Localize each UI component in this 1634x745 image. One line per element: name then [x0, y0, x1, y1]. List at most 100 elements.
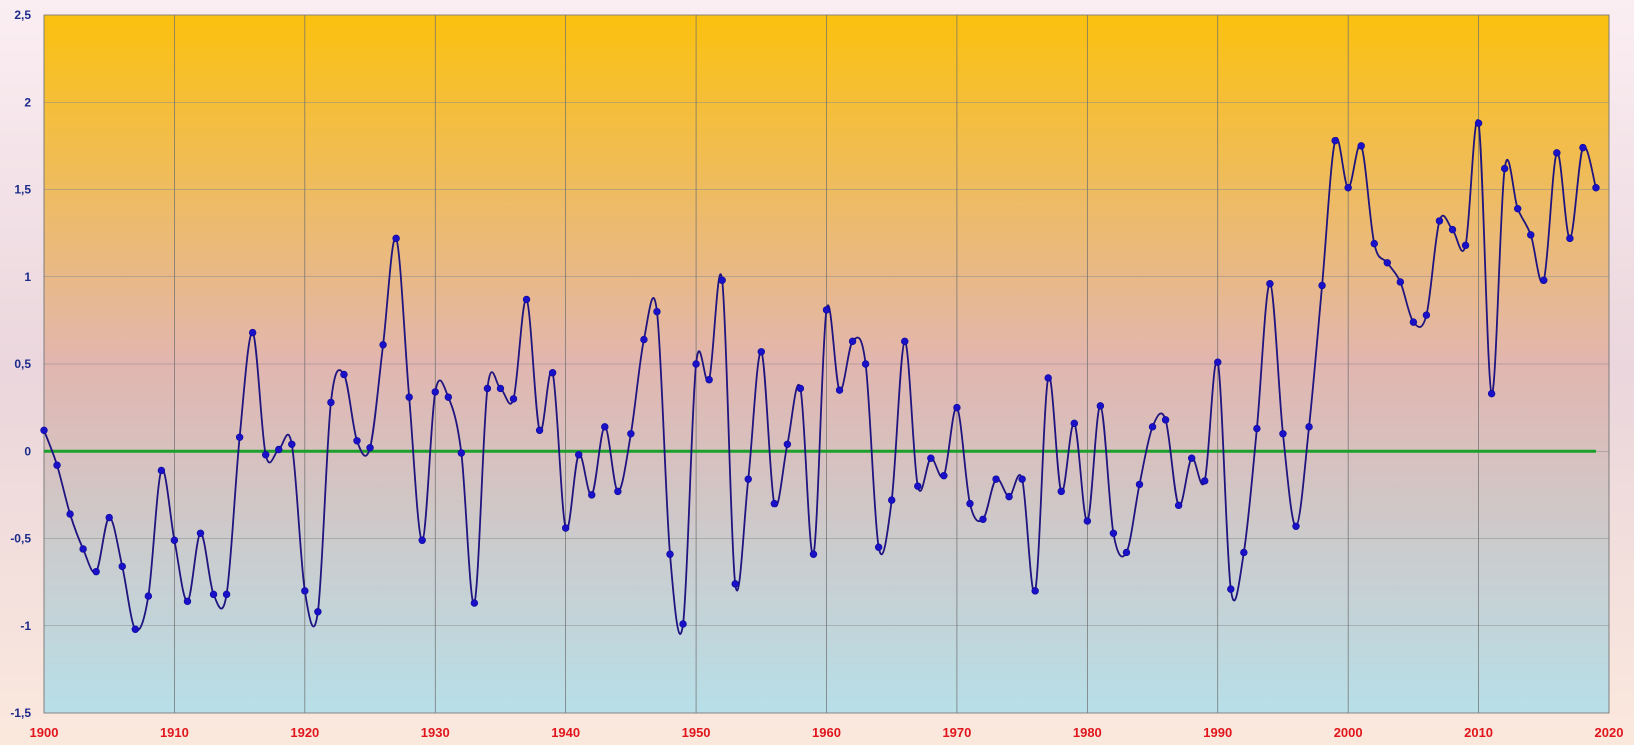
data-point	[314, 608, 322, 616]
data-point	[1357, 142, 1365, 150]
data-point	[1174, 501, 1183, 510]
data-point	[705, 376, 713, 384]
data-point	[640, 335, 648, 344]
data-point	[522, 295, 531, 304]
x-tick-label: 1950	[682, 725, 711, 740]
data-point	[1435, 217, 1444, 225]
data-point	[1409, 318, 1418, 326]
data-point	[744, 475, 752, 483]
y-tick-label: 2	[24, 95, 31, 109]
data-point	[1266, 280, 1274, 288]
data-point	[548, 369, 557, 377]
data-point	[1461, 241, 1470, 250]
data-point	[848, 337, 857, 346]
data-point	[1279, 430, 1287, 438]
data-point	[783, 440, 792, 448]
data-point	[1331, 136, 1339, 145]
data-point	[470, 599, 479, 607]
data-point	[535, 426, 544, 435]
data-point	[66, 510, 74, 518]
x-tick-label: 2000	[1334, 725, 1363, 740]
data-point	[183, 597, 192, 606]
data-point	[1553, 149, 1561, 157]
data-point	[1214, 358, 1222, 366]
x-tick-label: 1910	[160, 725, 189, 740]
data-point	[222, 590, 231, 599]
x-tick-label: 1920	[290, 725, 319, 740]
data-point	[1044, 374, 1052, 382]
data-points	[40, 119, 1600, 633]
data-point	[196, 529, 205, 537]
data-point	[1383, 259, 1391, 267]
data-point	[1135, 480, 1144, 489]
data-point	[966, 499, 974, 508]
data-point	[561, 524, 570, 532]
plot-border	[43, 14, 1610, 714]
y-axis-ticks: 2,5 2 1,5 1 0,5 0 -0,5 -1 -1,5	[10, 8, 31, 720]
data-point	[822, 306, 831, 314]
data-point	[731, 580, 739, 588]
data-point	[888, 496, 896, 504]
data-point	[262, 451, 270, 459]
data-point	[588, 491, 596, 499]
x-axis-ticks: 1900 1910 1920 1930 1940 1950 1960 1970 1980 1990…	[30, 725, 1624, 740]
data-point	[1057, 487, 1065, 496]
y-tick-label: -0,5	[10, 532, 31, 546]
data-point	[1109, 529, 1118, 537]
y-tick-label: 2,5	[14, 8, 31, 22]
y-tick-label: 0,5	[14, 357, 31, 371]
data-point	[418, 536, 426, 544]
data-point	[835, 386, 844, 394]
data-point	[1227, 585, 1235, 593]
data-point	[301, 587, 309, 595]
data-point	[627, 430, 635, 438]
data-point	[379, 341, 387, 349]
data-point	[40, 426, 48, 435]
data-point	[692, 360, 700, 368]
data-point	[718, 276, 726, 284]
data-point	[1370, 239, 1378, 248]
data-point	[1487, 389, 1496, 398]
x-tick-label: 1990	[1203, 725, 1232, 740]
data-point	[405, 393, 413, 401]
grid-lines	[43, 14, 1610, 714]
data-point	[901, 337, 909, 346]
data-point	[1474, 119, 1483, 127]
data-point	[1253, 424, 1261, 433]
data-point	[1018, 475, 1026, 483]
data-point	[431, 388, 439, 396]
data-point	[209, 590, 218, 599]
data-point	[757, 348, 765, 356]
data-point	[118, 562, 126, 571]
y-tick-label: 1	[24, 270, 31, 284]
data-point	[170, 536, 179, 544]
data-point	[1579, 143, 1587, 152]
data-point	[1070, 419, 1078, 428]
y-tick-label: -1	[20, 619, 31, 633]
data-point	[457, 449, 466, 457]
data-point	[235, 433, 244, 441]
data-point	[940, 471, 948, 480]
x-tick-label: 1930	[421, 725, 450, 740]
x-tick-label: 1970	[942, 725, 971, 740]
data-point	[992, 475, 1000, 483]
data-point	[809, 550, 818, 558]
data-point	[953, 403, 961, 412]
data-point	[79, 545, 87, 553]
data-point	[666, 550, 674, 558]
data-point	[1305, 423, 1313, 431]
data-point	[796, 384, 805, 393]
data-point	[1122, 548, 1131, 557]
data-point	[444, 393, 452, 401]
data-point	[979, 515, 987, 524]
data-point	[327, 398, 335, 407]
data-point	[131, 625, 139, 633]
data-point	[1240, 548, 1248, 557]
data-point	[483, 384, 492, 393]
data-point	[679, 620, 687, 628]
x-tick-label: 1900	[30, 725, 59, 740]
data-point	[366, 444, 374, 452]
data-point	[1318, 281, 1326, 290]
